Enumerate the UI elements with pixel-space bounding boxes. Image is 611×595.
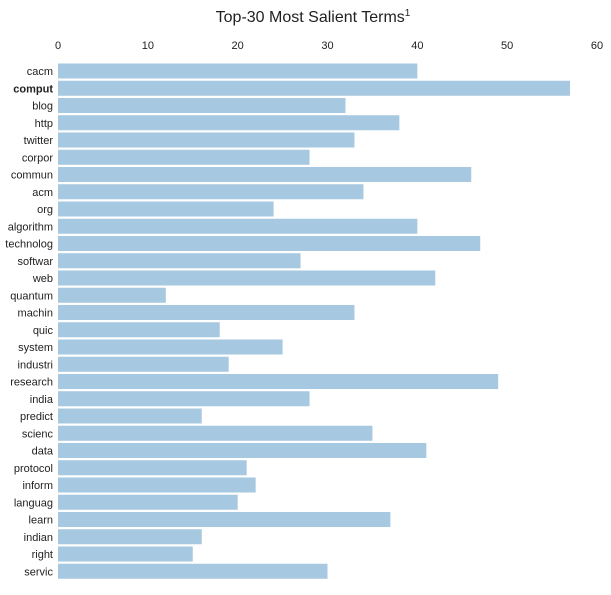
category-label-org: org: [37, 204, 53, 216]
x-tick-label: 10: [142, 40, 154, 52]
x-tick-label: 60: [591, 40, 603, 52]
bar-cacm[interactable]: [58, 63, 418, 79]
category-label-twitter: twitter: [24, 135, 54, 147]
bar-scienc[interactable]: [58, 425, 373, 441]
bar-machin[interactable]: [58, 305, 355, 320]
category-label-http: http: [35, 118, 53, 130]
bar-commun[interactable]: [58, 167, 472, 182]
category-label-predict: predict: [20, 411, 53, 423]
category-label-machin: machin: [18, 308, 53, 320]
bar-learn[interactable]: [58, 512, 391, 527]
category-label-india: india: [30, 394, 54, 406]
x-tick-label: 40: [411, 40, 423, 52]
category-label-commun: commun: [11, 170, 53, 182]
category-label-softwar: softwar: [18, 256, 54, 268]
bar-comput[interactable]: [58, 80, 571, 96]
category-label-industri: industri: [18, 359, 53, 371]
category-label-algorithm: algorithm: [8, 221, 53, 233]
bar-india[interactable]: [58, 391, 310, 407]
bar-twitter[interactable]: [58, 132, 355, 148]
bar-predict[interactable]: [58, 408, 202, 424]
category-label-blog: blog: [32, 101, 53, 113]
bar-corpor[interactable]: [58, 149, 310, 165]
bar-languag[interactable]: [58, 494, 238, 510]
bar-quantum[interactable]: [58, 287, 166, 303]
category-label-web: web: [32, 273, 53, 285]
category-labels: cacm comput blog http twitter corpor commun acm…: [5, 66, 54, 578]
category-label-inform: inform: [22, 480, 53, 492]
bar-indian[interactable]: [58, 529, 202, 545]
bar-protocol[interactable]: [58, 460, 247, 476]
category-label-corpor: corpor: [22, 152, 54, 164]
x-tick-label: 20: [232, 40, 244, 52]
bar-quic[interactable]: [58, 322, 220, 338]
category-label-technolog: technolog: [5, 239, 53, 251]
bar-http[interactable]: [58, 115, 400, 131]
category-label-right: right: [32, 549, 53, 561]
category-label-research: research: [10, 377, 53, 389]
x-tick-label: 50: [501, 40, 513, 52]
bars-group: [58, 63, 571, 579]
category-label-quantum: quantum: [10, 290, 53, 302]
category-label-comput: comput: [13, 83, 53, 95]
bar-research[interactable]: [58, 374, 499, 389]
category-label-scienc: scienc: [22, 428, 54, 440]
bar-data[interactable]: [58, 443, 427, 458]
category-label-data: data: [32, 446, 54, 458]
category-label-learn: learn: [29, 515, 53, 527]
category-label-cacm: cacm: [27, 66, 53, 78]
bar-web[interactable]: [58, 270, 436, 286]
bar-servic[interactable]: [58, 563, 328, 579]
bar-inform[interactable]: [58, 477, 256, 493]
category-label-languag: languag: [14, 497, 53, 509]
bar-softwar[interactable]: [58, 253, 301, 269]
title-superscript: 1: [405, 8, 411, 19]
bar-blog[interactable]: [58, 98, 346, 113]
chart-title: Top-30 Most Salient Terms1: [216, 8, 411, 26]
bar-acm[interactable]: [58, 184, 364, 200]
category-label-indian: indian: [24, 532, 53, 544]
category-label-system: system: [18, 342, 53, 354]
category-label-acm: acm: [32, 187, 53, 199]
category-label-quic: quic: [33, 325, 54, 337]
bar-technolog[interactable]: [58, 236, 481, 251]
bar-right[interactable]: [58, 546, 193, 562]
x-tick-label: 30: [321, 40, 333, 52]
bar-org[interactable]: [58, 201, 274, 217]
bar-industri[interactable]: [58, 356, 229, 372]
x-tick-label: 0: [55, 40, 61, 52]
bar-algorithm[interactable]: [58, 218, 418, 234]
category-label-servic: servic: [24, 566, 53, 578]
bar-system[interactable]: [58, 339, 283, 355]
category-label-protocol: protocol: [14, 463, 53, 475]
x-axis: 0 10 20 30 40 50 60: [55, 40, 603, 52]
